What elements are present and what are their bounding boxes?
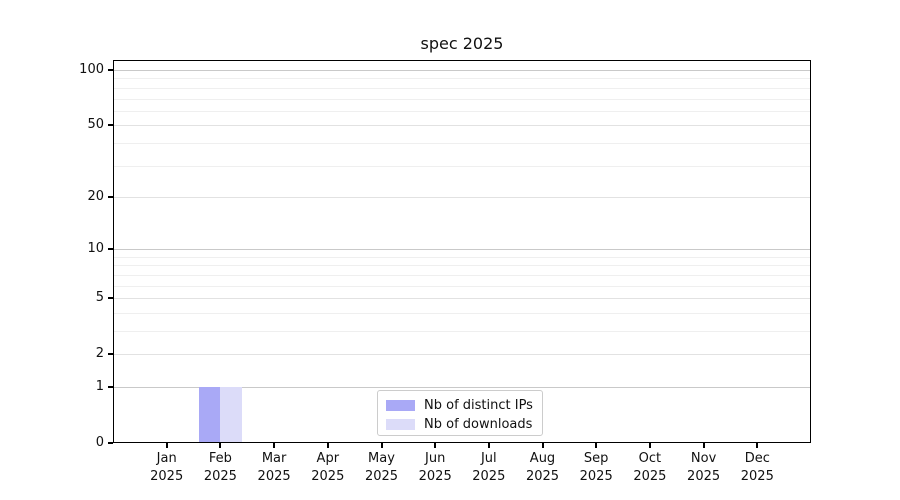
gridline-2	[113, 354, 811, 356]
x-tick-mark-mar	[273, 443, 276, 448]
y-tick-label-5: 5	[95, 290, 104, 306]
x-tick-label-jul: Jul 2025	[472, 451, 506, 484]
y-tick-label-0: 0	[95, 435, 104, 450]
x-tick-mark-jan	[165, 443, 168, 448]
legend: Nb of distinct IPs Nb of downloads	[377, 390, 543, 436]
x-tick-label-feb: Feb 2025	[203, 451, 237, 484]
x-tick-mark-apr	[326, 443, 329, 448]
y-tick-mark-0	[108, 442, 113, 444]
x-tick-label-dec: Dec 2025	[740, 451, 774, 484]
plot-area: Nb of distinct IPs Nb of downloads	[113, 60, 811, 443]
x-tick-label-oct: Oct 2025	[633, 451, 667, 484]
y-tick-mark-5	[108, 297, 113, 300]
gridline-4	[113, 312, 811, 314]
x-tick-label-apr: Apr 2025	[311, 451, 345, 484]
x-tick-mark-dec	[756, 443, 759, 448]
gridline-5	[113, 298, 811, 300]
x-tick-label-nov: Nov 2025	[687, 451, 721, 484]
gridline-60	[113, 110, 811, 112]
gridline-70	[113, 98, 811, 100]
x-tick-label-jan: Jan 2025	[150, 451, 184, 484]
gridline-10	[113, 249, 811, 251]
y-tick-mark-100	[108, 69, 113, 71]
chart-title: spec 2025	[420, 34, 504, 53]
legend-item-distinct-ips: Nb of distinct IPs	[386, 396, 534, 414]
x-tick-label-jun: Jun 2025	[418, 451, 452, 484]
x-tick-label-aug: Aug 2025	[525, 451, 560, 484]
gridline-3	[113, 331, 811, 332]
gridline-100	[113, 70, 811, 71]
x-tick-mark-jul	[487, 443, 490, 448]
gridline-9	[113, 256, 811, 258]
y-tick-label-10: 10	[87, 241, 104, 257]
x-tick-mark-aug	[541, 443, 544, 448]
y-tick-mark-2	[108, 353, 113, 356]
gridline-1	[113, 387, 811, 388]
y-tick-mark-50	[108, 124, 113, 127]
x-tick-mark-feb	[219, 443, 222, 448]
legend-swatch-downloads	[386, 418, 415, 430]
gridline-40	[113, 142, 811, 144]
y-tick-label-100: 100	[79, 62, 104, 77]
x-tick-mark-nov	[702, 443, 705, 448]
y-tick-mark-1	[108, 386, 113, 388]
y-tick-mark-10	[108, 248, 113, 251]
gridline-20	[113, 196, 811, 198]
gridline-80	[113, 87, 811, 89]
x-tick-mark-oct	[648, 443, 651, 448]
gridline-90	[113, 78, 811, 80]
bar-feb-downloads	[220, 387, 242, 442]
gridline-6	[113, 285, 811, 287]
x-tick-mark-jun	[434, 443, 437, 448]
legend-label: Nb of distinct IPs	[424, 397, 533, 413]
legend-item-downloads: Nb of downloads	[386, 415, 534, 433]
legend-label: Nb of downloads	[424, 416, 533, 432]
gridline-30	[113, 165, 811, 167]
y-tick-label-1: 1	[95, 379, 104, 394]
x-tick-label-sep: Sep 2025	[579, 451, 613, 484]
x-tick-label-mar: Mar 2025	[257, 451, 291, 484]
x-tick-label-may: May 2025	[364, 451, 399, 484]
y-tick-mark-20	[108, 195, 113, 198]
gridline-50	[113, 125, 811, 127]
gridline-8	[113, 265, 811, 267]
y-tick-label-20: 20	[87, 188, 104, 204]
gridline-7	[113, 274, 811, 276]
y-tick-label-2: 2	[95, 346, 104, 362]
x-tick-mark-may	[380, 443, 383, 448]
y-tick-label-50: 50	[87, 117, 104, 133]
legend-swatch-distinct-ips	[386, 399, 415, 411]
x-tick-mark-sep	[595, 443, 598, 448]
bar-feb-distinct-ips	[198, 387, 221, 442]
axes-spines	[113, 60, 811, 443]
